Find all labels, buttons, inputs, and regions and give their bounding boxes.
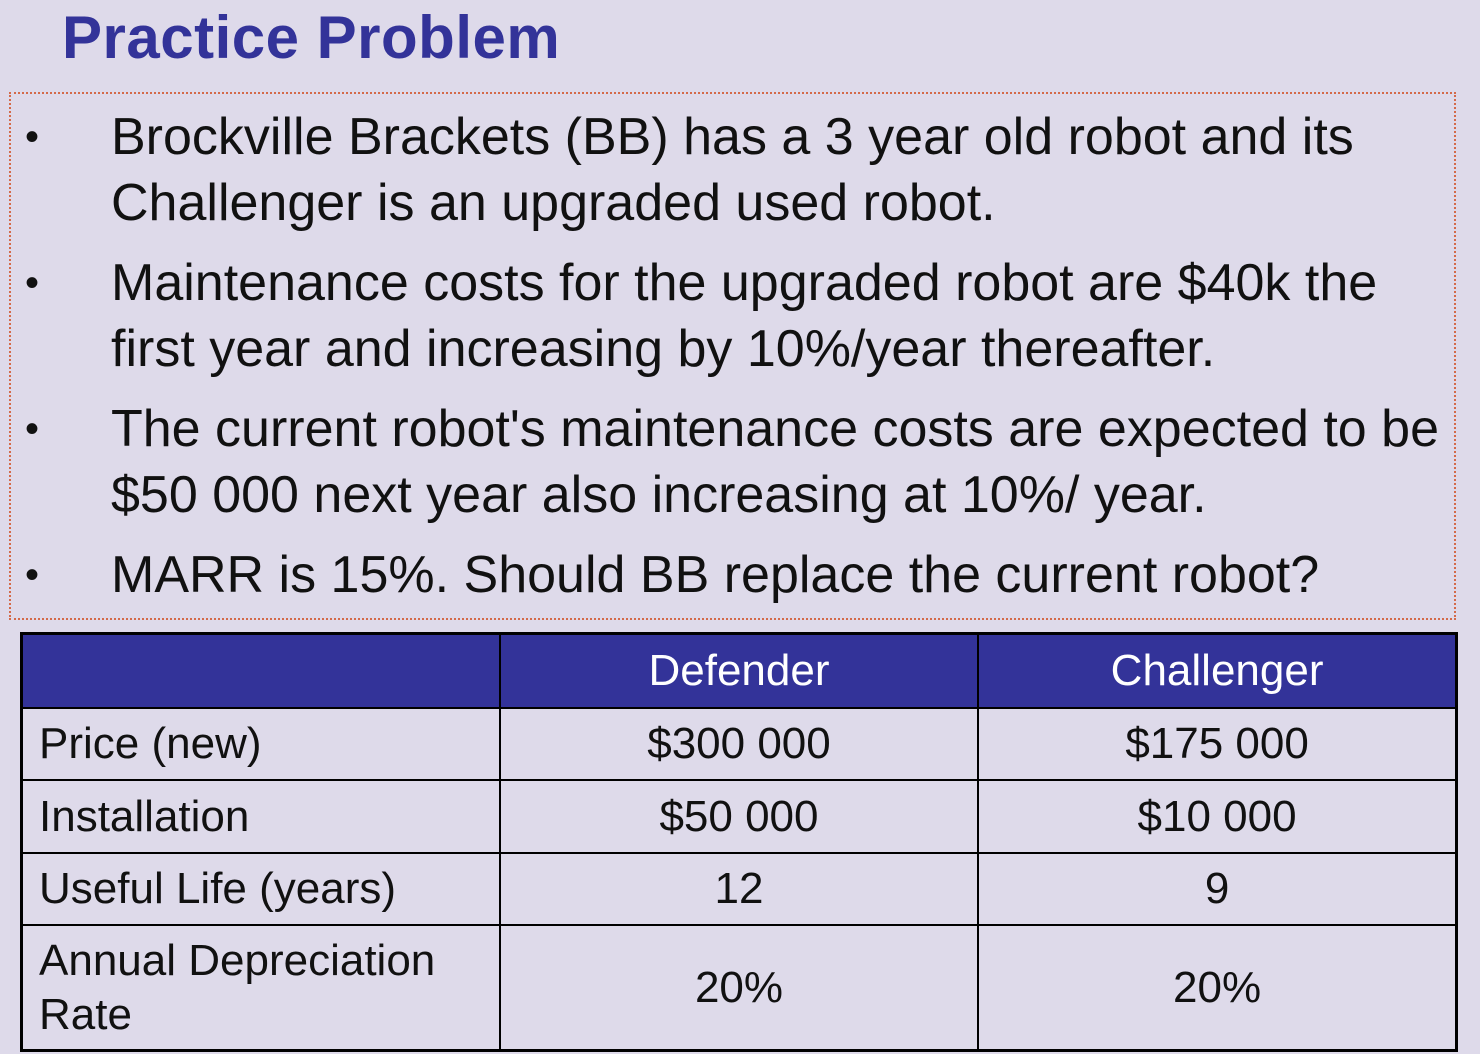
header-empty-cell	[20, 632, 501, 709]
comparison-table: Defender Challenger Price (new) $300 000…	[20, 632, 1458, 1052]
bullet-list: • Brockville Brackets (BB) has a 3 year …	[11, 104, 1454, 622]
bullet-text: Brockville Brackets (BB) has a 3 year ol…	[111, 108, 1354, 232]
cell-challenger-price: $175 000	[977, 706, 1458, 782]
cell-challenger-installation: $10 000	[977, 779, 1458, 854]
bullet-item: • MARR is 15%. Should BB replace the cur…	[11, 542, 1454, 608]
cell-defender-useful-life: 12	[498, 851, 980, 927]
bullet-dot-icon: •	[25, 407, 40, 451]
header-challenger: Challenger	[977, 632, 1458, 709]
table-row: Annual Depreciation Rate 20% 20%	[20, 924, 1458, 1052]
bullet-dot-icon: •	[25, 115, 40, 159]
bullet-text: The current robot's maintenance costs ar…	[111, 400, 1440, 524]
bullet-item: • Maintenance costs for the upgraded rob…	[11, 250, 1454, 382]
cell-defender-installation: $50 000	[498, 779, 980, 854]
bullet-text: MARR is 15%. Should BB replace the curre…	[111, 546, 1320, 604]
cell-defender-depreciation: 20%	[498, 924, 980, 1052]
table-row: Price (new) $300 000 $175 000	[20, 706, 1458, 782]
bullet-item: • The current robot's maintenance costs …	[11, 396, 1454, 528]
row-label-depreciation: Annual Depreciation Rate	[20, 924, 501, 1052]
problem-statement-box: • Brockville Brackets (BB) has a 3 year …	[9, 92, 1456, 620]
bullet-text: Maintenance costs for the upgraded robot…	[111, 254, 1378, 378]
table-row: Useful Life (years) 12 9	[20, 851, 1458, 927]
cell-challenger-useful-life: 9	[977, 851, 1458, 927]
bullet-dot-icon: •	[25, 553, 40, 597]
row-label-installation: Installation	[20, 779, 501, 854]
table-row: Installation $50 000 $10 000	[20, 779, 1458, 854]
table-header-row: Defender Challenger	[20, 632, 1458, 709]
row-label-useful-life: Useful Life (years)	[20, 851, 501, 927]
bullet-item: • Brockville Brackets (BB) has a 3 year …	[11, 104, 1454, 236]
header-defender: Defender	[498, 632, 980, 709]
row-label-price: Price (new)	[20, 706, 501, 782]
cell-challenger-depreciation: 20%	[977, 924, 1458, 1052]
cell-defender-price: $300 000	[498, 706, 980, 782]
slide-title: Practice Problem	[62, 4, 561, 71]
bullet-dot-icon: •	[25, 261, 40, 305]
